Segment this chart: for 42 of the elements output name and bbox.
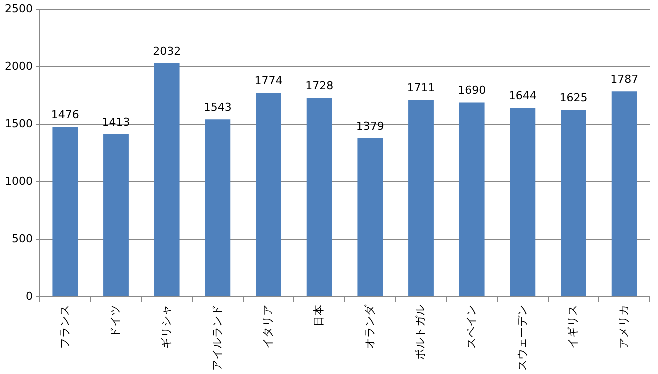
bar [104,134,129,296]
bar [358,138,384,296]
x-tick-label: イギリス [566,305,580,349]
x-tick-label: イタリア [262,305,275,349]
data-label: 1413 [102,116,130,129]
x-tick-label: ギリシャ [160,305,173,349]
bar [205,120,231,296]
y-tick-label: 0 [26,290,33,303]
data-label: 1644 [508,89,537,102]
data-label: 1711 [407,82,436,95]
bar [561,110,586,296]
x-tick-label: アイルランド [210,305,224,371]
x-tick-label: アメリカ [617,305,630,349]
data-label: 1379 [356,120,384,133]
bar [408,100,434,296]
data-label: 2032 [153,44,182,58]
data-label: 1787 [610,72,639,86]
bar [612,92,638,296]
bar [256,93,282,296]
y-tick-label: 500 [12,232,33,246]
data-label: 1774 [254,74,283,88]
y-tick-label: 2500 [4,2,33,16]
x-tick-label: オランダ [363,304,376,349]
y-tick-label: 2000 [4,60,33,73]
data-label: 1543 [204,100,232,114]
data-label: 1690 [458,84,486,98]
bar [459,102,485,296]
x-tick-label: ドイツ [109,305,122,338]
x-tick-label: ポルトガル [414,305,428,360]
y-tick-label: 1000 [4,174,33,188]
x-tick-label: スウェーデン [516,305,529,371]
y-tick-label: 1500 [4,117,33,130]
bar [154,63,180,296]
data-label: 1476 [51,108,80,122]
x-tick-label: スペイン [464,305,478,349]
data-label: 1625 [560,92,588,105]
data-label: 1728 [306,80,334,93]
x-tick-label: 日本 [312,305,326,327]
bar [510,108,536,296]
bar [306,98,332,296]
bar [52,127,78,296]
x-tick-label: フランス [58,305,72,349]
